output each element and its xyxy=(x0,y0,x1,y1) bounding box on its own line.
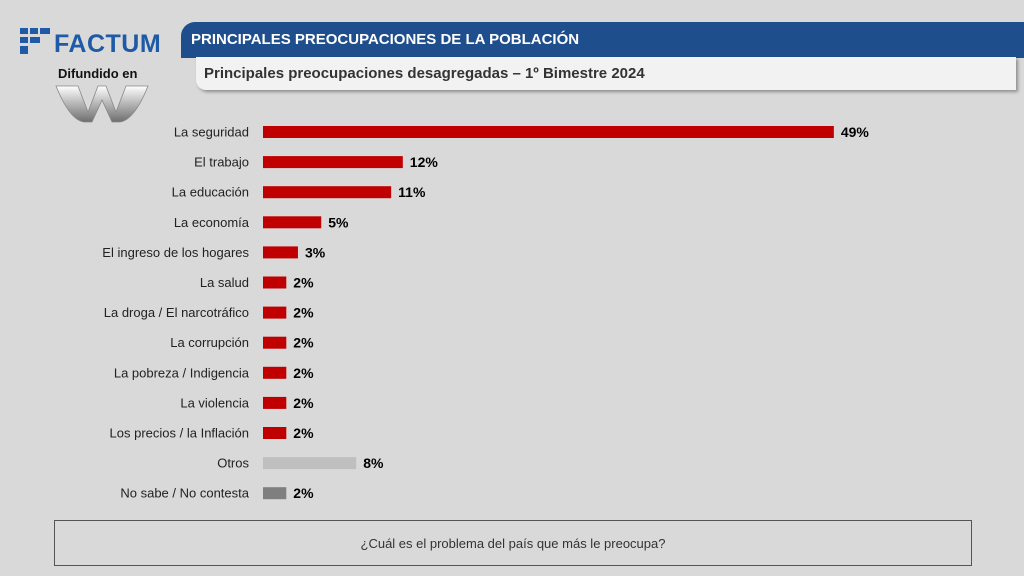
category-label: La pobreza / Indigencia xyxy=(114,365,250,380)
value-label: 11% xyxy=(398,184,426,200)
page-title: PRINCIPALES PREOCUPACIONES DE LA POBLACI… xyxy=(191,31,580,48)
bar xyxy=(263,276,287,289)
category-label: La educación xyxy=(172,185,249,200)
media-logo-icon xyxy=(55,85,149,123)
brand-name: FACTUM xyxy=(54,30,162,58)
bar xyxy=(263,396,287,409)
survey-question: ¿Cuál es el problema del país que más le… xyxy=(360,535,666,551)
value-label: 2% xyxy=(293,485,314,501)
bar xyxy=(263,216,322,229)
category-label: La corrupción xyxy=(170,335,249,350)
value-label: 49% xyxy=(841,124,870,140)
bar xyxy=(263,186,392,199)
category-label: La salud xyxy=(200,275,249,290)
category-label: La economía xyxy=(174,215,250,230)
bar xyxy=(263,336,287,349)
category-label: La seguridad xyxy=(174,125,249,140)
question-box: ¿Cuál es el problema del país que más le… xyxy=(54,520,972,566)
bar xyxy=(263,306,287,319)
header-subtitle-bar: Principales preocupaciones desagregadas … xyxy=(196,57,1016,90)
category-label: La droga / El narcotráfico xyxy=(104,305,249,320)
bar xyxy=(263,457,357,470)
value-label: 3% xyxy=(305,244,326,260)
bar xyxy=(263,366,287,379)
category-label: Los precios / la Inflación xyxy=(110,426,249,441)
bar xyxy=(263,126,834,138)
category-label: No sabe / No contesta xyxy=(120,486,249,501)
value-label: 2% xyxy=(293,425,314,441)
value-label: 12% xyxy=(410,154,439,170)
factum-logo: FACTUM Difundido en xyxy=(18,26,168,126)
value-label: 5% xyxy=(328,214,349,230)
value-label: 2% xyxy=(293,395,314,411)
value-label: 2% xyxy=(293,365,314,381)
bar xyxy=(263,156,403,169)
disseminated-by-label: Difundido en xyxy=(58,66,138,81)
bar xyxy=(263,246,298,259)
bar xyxy=(263,487,287,500)
value-label: 2% xyxy=(293,305,314,321)
factum-logo-mark-icon xyxy=(20,28,50,54)
value-label: 2% xyxy=(293,335,314,351)
header-title-bar: PRINCIPALES PREOCUPACIONES DE LA POBLACI… xyxy=(181,22,1024,58)
bar xyxy=(263,427,287,439)
page-subtitle: Principales preocupaciones desagregadas … xyxy=(204,65,645,82)
category-label: El ingreso de los hogares xyxy=(102,245,249,260)
category-label: Otros xyxy=(217,456,249,471)
value-label: 8% xyxy=(363,455,384,471)
category-label: La violencia xyxy=(180,395,249,410)
value-label: 2% xyxy=(293,275,314,291)
category-label: El trabajo xyxy=(194,155,249,170)
